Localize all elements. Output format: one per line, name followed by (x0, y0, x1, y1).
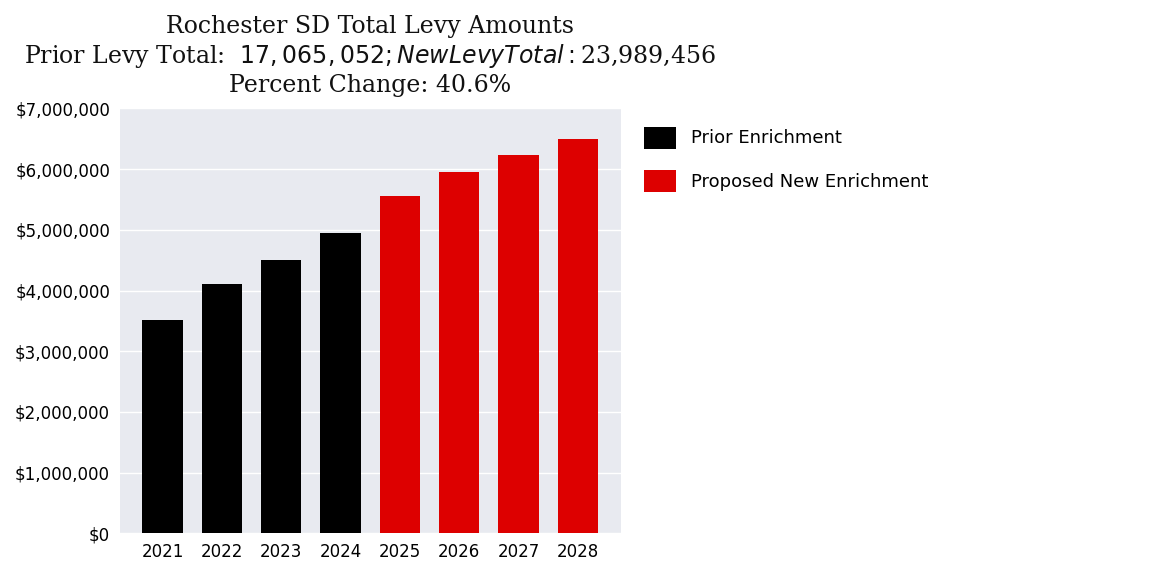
Bar (558, 139, 598, 533)
Bar (143, 320, 183, 533)
Bar (320, 233, 361, 533)
Bar (499, 155, 539, 533)
Legend: Prior Enrichment, Proposed New Enrichment: Prior Enrichment, Proposed New Enrichmen… (635, 118, 938, 201)
Bar (202, 285, 242, 533)
Bar (380, 196, 420, 533)
Bar (439, 172, 479, 533)
Title: Rochester SD Total Levy Amounts
Prior Levy Total:  $17,065,052; New Levy Total: : Rochester SD Total Levy Amounts Prior Le… (24, 15, 717, 97)
Bar (262, 260, 302, 533)
